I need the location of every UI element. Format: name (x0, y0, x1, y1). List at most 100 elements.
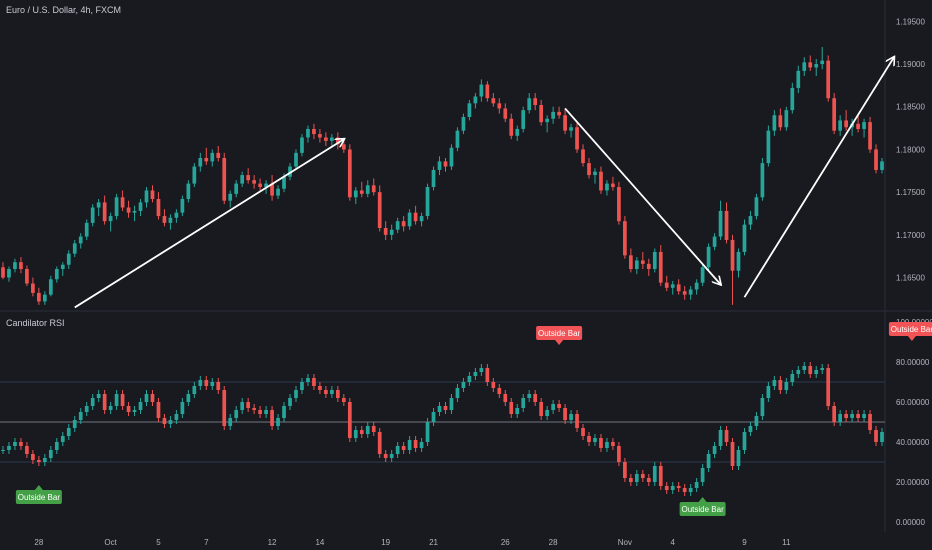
rsi-candle (682, 488, 687, 492)
price-candle (114, 197, 119, 217)
rsi-candle (144, 394, 149, 402)
price-candle (395, 221, 400, 230)
price-tick-label: 1.19500 (896, 17, 925, 26)
rsi-candle (114, 394, 119, 406)
price-candle (186, 183, 191, 199)
price-candle (258, 183, 262, 188)
rsi-candle (724, 430, 729, 442)
price-candle (300, 137, 304, 153)
rsi-candle (551, 404, 555, 410)
time-tick-label: 26 (501, 538, 510, 547)
price-candle (724, 210, 729, 240)
price-candle (509, 118, 514, 136)
price-candle (706, 246, 711, 268)
rsi-candle (688, 488, 693, 492)
price-candle (174, 212, 179, 218)
rsi-candle (557, 404, 561, 408)
price-candle (204, 157, 209, 162)
signal-label: Outside Bar (681, 505, 724, 514)
rsi-tick-label: 40.00000 (896, 438, 930, 447)
price-candle (652, 251, 657, 270)
price-candle (198, 157, 203, 167)
rsi-candle (425, 422, 430, 442)
rsi-candle (820, 368, 825, 370)
rsi-candle (288, 398, 292, 406)
price-candle (527, 98, 532, 111)
rsi-candle (19, 442, 23, 446)
rsi-candle (838, 414, 843, 422)
rsi-candle (120, 394, 125, 406)
price-candle (431, 169, 436, 188)
price-candle (778, 115, 783, 128)
price-candle (330, 137, 334, 141)
rsi-candle (318, 386, 322, 390)
price-candle (605, 183, 609, 191)
price-candle (754, 197, 759, 217)
rsi-candle (503, 394, 508, 402)
price-candle (856, 123, 860, 129)
price-candle (222, 157, 227, 201)
time-tick-label: 12 (268, 538, 277, 547)
rsi-candle (168, 420, 173, 424)
price-candle (138, 202, 143, 211)
trend-arrow (564, 107, 720, 284)
rsi-candle (808, 366, 813, 374)
rsi-candle (234, 410, 239, 418)
rsi-candle (264, 410, 268, 414)
rsi-candle (341, 398, 346, 402)
rsi-candle (497, 388, 502, 394)
rsi-candle (605, 442, 609, 448)
price-candle (126, 207, 131, 213)
rsi-candle (754, 416, 759, 426)
price-candle (521, 110, 526, 129)
price-candle (569, 127, 573, 131)
price-candle (880, 161, 884, 170)
rsi-candle (515, 408, 520, 414)
rsi-candle (198, 380, 203, 386)
price-candle (42, 294, 47, 302)
price-candle (210, 152, 215, 162)
price-candle (646, 263, 651, 270)
price-candle (682, 291, 687, 295)
rsi-candle (192, 386, 197, 394)
rsi-candle (389, 454, 394, 458)
price-candle (66, 253, 71, 265)
rsi-candle (802, 366, 807, 370)
rsi-candle (784, 382, 789, 390)
rsi-tick-label: 60.00000 (896, 398, 930, 407)
price-candle (634, 260, 639, 270)
rsi-candle (814, 370, 819, 374)
rsi-candle (760, 398, 765, 416)
price-candle (425, 187, 430, 217)
rsi-candle (377, 432, 382, 454)
price-candle (371, 185, 376, 193)
rsi-candle (736, 450, 741, 466)
rsi-candle (581, 428, 585, 436)
rsi-candle (48, 450, 53, 458)
price-candle (72, 243, 77, 254)
rsi-candle (676, 486, 681, 488)
rsi-candle (479, 368, 484, 372)
rsi-candle (330, 390, 334, 394)
rsi-candle (766, 386, 771, 398)
price-candle (19, 262, 23, 270)
rsi-candle (258, 410, 262, 414)
time-tick-label: 4 (670, 538, 675, 547)
trend-arrow (743, 57, 893, 298)
price-candle (790, 87, 795, 111)
price-candle (694, 282, 699, 290)
price-candle (306, 128, 310, 138)
time-tick-label: 14 (315, 538, 324, 547)
price-tick-label: 1.18500 (896, 103, 925, 112)
rsi-candle (25, 446, 29, 454)
price-candle (838, 120, 843, 131)
price-candle (874, 149, 878, 170)
rsi-candle (407, 440, 412, 450)
price-candle (180, 198, 185, 213)
rsi-candle (545, 410, 549, 416)
price-candle (162, 216, 167, 223)
rsi-candle (186, 394, 191, 402)
price-candle (664, 282, 669, 288)
